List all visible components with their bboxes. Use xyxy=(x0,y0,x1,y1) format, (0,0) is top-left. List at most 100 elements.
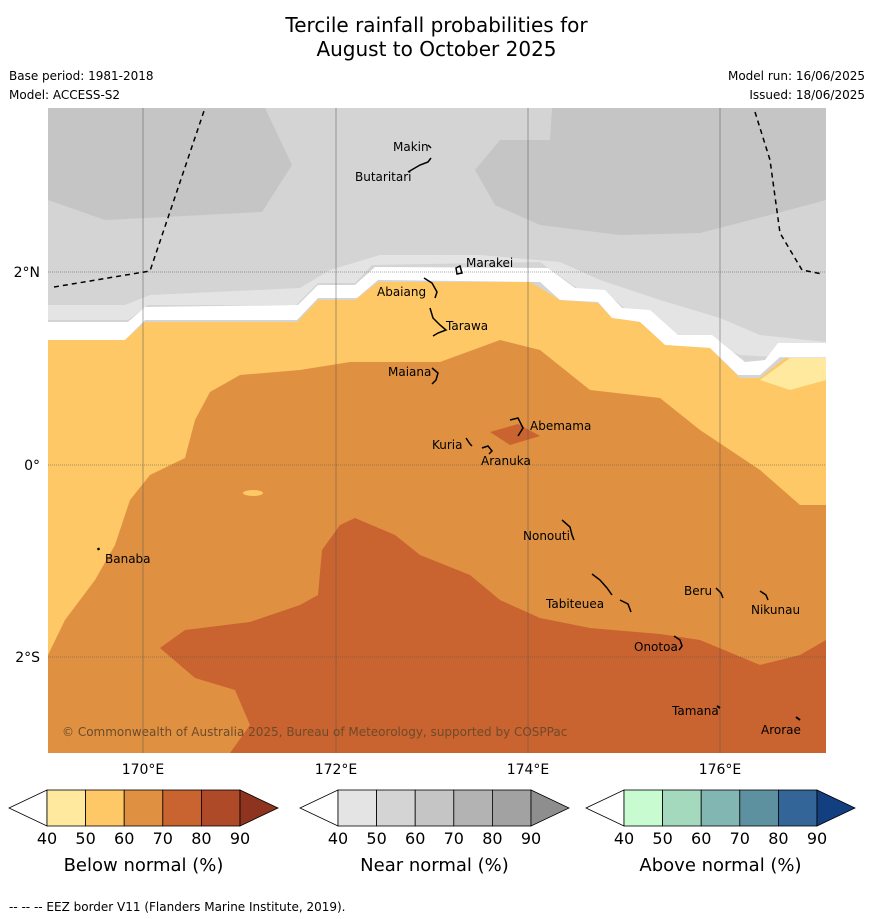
above-normal-colorbar-segment xyxy=(778,789,818,827)
lon-label-176e: 176°E xyxy=(699,762,742,778)
base-period: Base period: 1981-2018 xyxy=(9,69,154,83)
below-normal-colorbar-tick: 50 xyxy=(75,829,95,848)
model-name: Model: ACCESS-S2 xyxy=(9,88,121,102)
nikunau-island xyxy=(759,590,769,601)
beru-island xyxy=(715,587,724,599)
below-normal-colorbar-min-extend xyxy=(8,789,48,827)
below-normal-colorbar-tick: 70 xyxy=(153,829,173,848)
near-normal-colorbar-tick: 80 xyxy=(482,829,502,848)
near-normal-colorbar-tick: 60 xyxy=(405,829,425,848)
butaritari-island xyxy=(407,157,432,173)
eez-border xyxy=(53,107,823,288)
graticule xyxy=(48,108,826,753)
island-labels: Makin Butaritari Marakei Abaiang Tarawa … xyxy=(105,140,801,737)
below-normal-colorbar: 40 50 60 70 80 90 Below normal (%) xyxy=(8,789,279,876)
label-banaba: Banaba xyxy=(105,552,151,566)
near-normal-colorbar-tick: 40 xyxy=(328,829,348,848)
eez-footnote: -- -- -- EEZ border V11 (Flanders Marine… xyxy=(9,900,346,914)
model-run-date: Model run: 16/06/2025 xyxy=(727,69,865,83)
label-beru: Beru xyxy=(684,584,712,598)
near-normal-colorbar-segment xyxy=(376,789,416,827)
above-normal-colorbar-tick: 40 xyxy=(614,829,634,848)
above-normal-colorbar-tick: 80 xyxy=(768,829,788,848)
near-normal-colorbar-min-extend xyxy=(299,789,339,827)
lon-label-172e: 172°E xyxy=(315,762,358,778)
tamana-island xyxy=(716,705,721,709)
below-normal-colorbar-max-extend xyxy=(239,789,279,827)
label-marakei: Marakei xyxy=(466,256,513,270)
below-normal-colorbar-title: Below normal (%) xyxy=(64,855,224,876)
label-onotoa: Onotoa xyxy=(634,640,678,654)
label-arorae: Arorae xyxy=(761,723,801,737)
label-nonouti: Nonouti xyxy=(523,529,570,543)
probability-fields xyxy=(48,108,826,753)
below-normal-80-90-area xyxy=(160,518,826,753)
colorbar-group: 40 50 60 70 80 90 Below normal (%) 40 50 60 70 80 90… xyxy=(8,789,856,876)
above-normal-colorbar-max-extend xyxy=(816,789,856,827)
lon-label-170e: 170°E xyxy=(122,762,165,778)
above-normal-colorbar-tick: 60 xyxy=(691,829,711,848)
title-line-1: Tercile rainfall probabilities for xyxy=(285,13,588,37)
tabiteuea-south xyxy=(619,599,632,613)
near-normal-colorbar-title: Near normal (%) xyxy=(360,855,509,876)
label-butaritari: Butaritari xyxy=(355,170,412,184)
issued-date: Issued: 18/06/2025 xyxy=(749,88,865,102)
kuria-island xyxy=(465,437,473,447)
abemama-island xyxy=(509,417,524,437)
above-normal-colorbar: 40 50 60 70 80 90 Above normal (%) xyxy=(585,789,856,876)
label-nikunau: Nikunau xyxy=(751,603,800,617)
label-tabiteuea: Tabiteuea xyxy=(545,597,604,611)
label-maiana: Maiana xyxy=(388,365,431,379)
below-normal-40-50-patch xyxy=(760,358,826,390)
near-normal-40-50-band xyxy=(48,255,826,360)
above-normal-colorbar-title: Above normal (%) xyxy=(639,855,801,876)
below-normal-colorbar-segment xyxy=(46,789,86,827)
above-normal-colorbar-segment xyxy=(623,789,663,827)
abaiang-island xyxy=(423,277,438,299)
lon-label-174e: 174°E xyxy=(507,762,550,778)
above-normal-colorbar-segment xyxy=(739,789,779,827)
axis-labels: 2°N 0° 2°S 170°E 172°E 174°E 176°E xyxy=(14,265,742,778)
below-normal-colorbar-tick: 90 xyxy=(230,829,250,848)
near-normal-colorbar-segment xyxy=(414,789,455,827)
near-normal-60-70-east xyxy=(475,108,826,235)
makin-island xyxy=(427,144,432,149)
lat-label-2n: 2°N xyxy=(14,265,40,281)
onotoa-island xyxy=(673,635,683,651)
below-normal-colorbar-segment xyxy=(162,789,202,827)
near-normal-colorbar: 40 50 60 70 80 90 Near normal (%) xyxy=(299,789,570,876)
label-tamana: Tamana xyxy=(671,704,719,718)
above-normal-colorbar-segment xyxy=(662,789,702,827)
below-normal-colorbar-tick: 40 xyxy=(37,829,57,848)
near-normal-colorbar-segment xyxy=(491,789,532,827)
tarawa-island xyxy=(429,307,448,337)
above-normal-colorbar-segment xyxy=(700,789,741,827)
above-normal-colorbar-tick: 90 xyxy=(807,829,827,848)
nonouti-island xyxy=(561,519,575,541)
below-normal-colorbar-tick: 80 xyxy=(191,829,211,848)
white-gap-band xyxy=(48,267,826,375)
near-normal-colorbar-max-extend xyxy=(530,789,570,827)
label-tarawa: Tarawa xyxy=(445,319,488,333)
below-normal-colorbar-tick: 60 xyxy=(114,829,134,848)
below-normal-colorbar-segment xyxy=(85,789,125,827)
label-aranuka: Aranuka xyxy=(481,454,531,468)
near-normal-colorbar-tick: 50 xyxy=(366,829,386,848)
banaba-island xyxy=(96,547,101,551)
label-abaiang: Abaiang xyxy=(377,285,426,299)
marakei-island xyxy=(455,264,463,275)
island-outlines xyxy=(96,144,801,721)
lat-label-0: 0° xyxy=(24,458,40,474)
label-makin: Makin xyxy=(393,140,429,154)
below-normal-colorbar-segment xyxy=(200,789,241,827)
below-normal-80-90-patch xyxy=(490,424,540,445)
label-kuria: Kuria xyxy=(432,438,463,452)
copyright-note: © Commonwealth of Australia 2025, Bureau… xyxy=(62,725,567,739)
title-line-2: August to October 2025 xyxy=(316,37,557,61)
near-normal-colorbar-segment xyxy=(453,789,493,827)
maiana-island xyxy=(431,367,439,385)
near-normal-colorbar-tick: 70 xyxy=(444,829,464,848)
below-normal-colorbar-segment xyxy=(123,789,164,827)
near-normal-colorbar-tick: 90 xyxy=(521,829,541,848)
